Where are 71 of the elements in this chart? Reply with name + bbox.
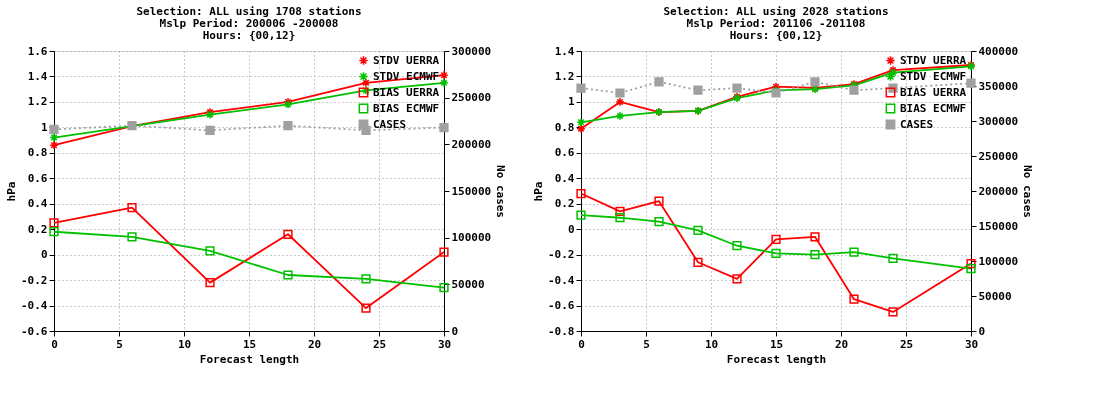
x-axis-title: Forecast length bbox=[726, 352, 827, 366]
legend-label: BIAS UERRA bbox=[373, 85, 440, 99]
legend-label: STDV ECMWF bbox=[900, 69, 967, 83]
legend-label: BIAS ECMWF bbox=[373, 101, 440, 115]
y2-tick-label: 100000 bbox=[451, 231, 492, 245]
y-tick-label: -0.6 bbox=[21, 324, 48, 338]
y-tick-label: 1.6 bbox=[27, 44, 48, 58]
y2-tick-label: 50000 bbox=[978, 289, 1012, 303]
y2-tick-label: 100000 bbox=[978, 254, 1019, 268]
x-tick-label: 20 bbox=[307, 337, 322, 351]
y2-tick-label: 250000 bbox=[451, 91, 492, 105]
legend-label: STDV UERRA bbox=[900, 53, 967, 67]
y2-tick-label: 0 bbox=[978, 324, 986, 338]
y-tick-label: 0.2 bbox=[554, 197, 575, 211]
y-tick-label: 0.4 bbox=[27, 197, 48, 211]
y2-tick-label: 150000 bbox=[451, 184, 492, 198]
x-tick-label: 20 bbox=[834, 337, 849, 351]
y-tick-label: 1.2 bbox=[27, 95, 48, 109]
x-tick-label: 25 bbox=[372, 337, 387, 351]
y-tick-label: 0.8 bbox=[27, 146, 48, 160]
y2-tick-label: 350000 bbox=[978, 79, 1019, 93]
y-tick-label: 1.2 bbox=[554, 69, 575, 83]
y2-tick-label: 200000 bbox=[978, 184, 1019, 198]
y2-tick-label: 300000 bbox=[978, 114, 1019, 128]
y2-tick-label: 50000 bbox=[451, 277, 485, 291]
y-tick-label: 1.4 bbox=[554, 44, 575, 58]
y-axis-title: hPa bbox=[5, 181, 19, 202]
x-tick-label: 0 bbox=[578, 337, 585, 351]
chart-title: Selection: ALL using 2028 stations Mslp Period: 201106 -201108 Hours: {00,12} bbox=[663, 5, 889, 42]
y-axis-title: hPa bbox=[532, 181, 546, 202]
y-tick-label: 0 bbox=[567, 222, 575, 236]
y-tick-label: 0.8 bbox=[554, 120, 575, 134]
x-tick-label: 25 bbox=[899, 337, 914, 351]
y2-axis-title: No cases bbox=[1021, 165, 1035, 218]
x-tick-label: 15 bbox=[242, 337, 257, 351]
x-tick-label: 10 bbox=[704, 337, 719, 351]
y-tick-label: 1 bbox=[567, 95, 575, 109]
x-tick-label: 10 bbox=[177, 337, 192, 351]
y-tick-label: -0.6 bbox=[548, 299, 575, 313]
x-tick-label: 0 bbox=[51, 337, 58, 351]
x-tick-label: 30 bbox=[964, 337, 979, 351]
y2-tick-label: 300000 bbox=[451, 44, 492, 58]
y-tick-label: 0.6 bbox=[554, 146, 575, 160]
y-tick-label: 1 bbox=[40, 120, 48, 134]
y-tick-label: 0.6 bbox=[27, 171, 48, 185]
legend-label: CASES bbox=[900, 117, 934, 131]
legend-label: STDV UERRA bbox=[373, 53, 440, 67]
y2-tick-label: 250000 bbox=[978, 149, 1019, 163]
x-tick-label: 30 bbox=[437, 337, 452, 351]
x-tick-label: 15 bbox=[769, 337, 784, 351]
y-tick-label: -0.4 bbox=[21, 299, 48, 313]
y2-tick-label: 150000 bbox=[978, 219, 1019, 233]
y2-tick-label: 400000 bbox=[978, 44, 1019, 58]
y-tick-label: 0.4 bbox=[554, 171, 575, 185]
y-tick-label: -0.4 bbox=[548, 273, 575, 287]
y2-tick-label: 0 bbox=[451, 324, 459, 338]
x-tick-label: 5 bbox=[116, 337, 123, 351]
x-axis-title: Forecast length bbox=[199, 352, 300, 366]
y-tick-label: 1.4 bbox=[27, 69, 48, 83]
y2-axis-title: No cases bbox=[494, 165, 508, 218]
y2-tick-label: 200000 bbox=[451, 137, 492, 151]
y-tick-label: -0.2 bbox=[548, 248, 575, 262]
x-tick-label: 5 bbox=[643, 337, 650, 351]
chart-title: Selection: ALL using 1708 stations Mslp Period: 200006 -200008 Hours: {00,12} bbox=[136, 5, 362, 42]
legend-label: BIAS UERRA bbox=[900, 85, 967, 99]
y-tick-label: 0.2 bbox=[27, 222, 48, 236]
legend-label: CASES bbox=[373, 117, 407, 131]
y-tick-label: 0 bbox=[40, 248, 48, 262]
legend-label: BIAS ECMWF bbox=[900, 101, 967, 115]
y-tick-label: -0.8 bbox=[548, 324, 575, 338]
y-tick-label: -0.2 bbox=[21, 273, 48, 287]
